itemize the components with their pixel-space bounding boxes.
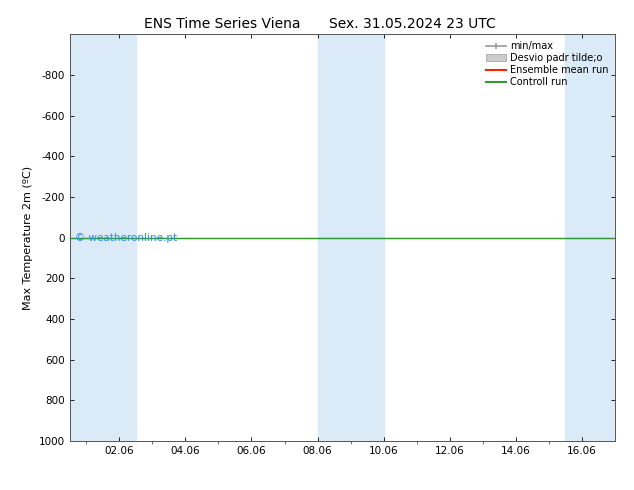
Bar [566,34,615,441]
Text: © weatheronline.pt: © weatheronline.pt [75,233,178,243]
Y-axis label: Max Temperature 2m (ºC): Max Temperature 2m (ºC) [23,166,33,310]
Text: ENS Time Series Viena: ENS Time Series Viena [144,17,300,31]
Bar [318,34,384,441]
Bar [70,34,136,441]
Legend: min/max, Desvio padr tilde;o, Ensemble mean run, Controll run: min/max, Desvio padr tilde;o, Ensemble m… [484,39,610,89]
Text: Sex. 31.05.2024 23 UTC: Sex. 31.05.2024 23 UTC [328,17,496,31]
